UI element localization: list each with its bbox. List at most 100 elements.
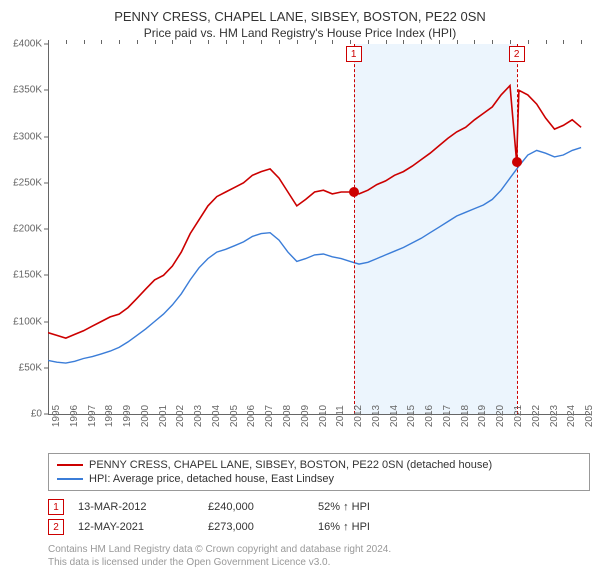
legend-row: HPI: Average price, detached house, East… [57,472,581,486]
x-tick-label: 2023 [549,405,560,427]
x-tick-mark [101,40,102,44]
x-tick-label: 2010 [318,405,329,427]
sales-date: 13-MAR-2012 [78,501,208,513]
x-tick-mark [368,40,369,44]
y-tick-mark [44,229,48,230]
y-tick-label: £350K [13,85,42,96]
x-tick-mark [492,40,493,44]
x-tick-label: 2008 [282,405,293,427]
x-tick-mark [403,40,404,44]
marker-line [517,44,518,414]
x-tick-mark [350,40,351,44]
x-tick-label: 2003 [193,405,204,427]
x-tick-mark [546,40,547,44]
x-tick-mark [386,40,387,44]
legend-label: PENNY CRESS, CHAPEL LANE, SIBSEY, BOSTON… [89,459,492,471]
y-tick-label: £50K [19,362,42,373]
x-tick-mark [421,40,422,44]
x-tick-mark [439,40,440,44]
footer-line-1: Contains HM Land Registry data © Crown c… [48,543,590,556]
footer-line-2: This data is licensed under the Open Gov… [48,556,590,569]
y-tick-mark [44,414,48,415]
line-svg [48,44,590,414]
marker-badge: 1 [346,46,362,62]
x-tick-mark [510,40,511,44]
y-tick-mark [44,90,48,91]
x-tick-label: 2019 [477,405,488,427]
x-tick-mark [155,40,156,44]
x-tick-mark [474,40,475,44]
sales-price: £273,000 [208,521,318,533]
sales-badge: 1 [48,499,64,515]
sales-price: £240,000 [208,501,318,513]
sales-table: 113-MAR-2012£240,00052% ↑ HPI212-MAY-202… [48,497,590,537]
y-tick-label: £200K [13,224,42,235]
x-tick-label: 2018 [460,405,471,427]
footer-text: Contains HM Land Registry data © Crown c… [48,543,590,569]
series-line [48,86,581,339]
legend-swatch [57,478,83,480]
legend-swatch [57,464,83,466]
y-tick-label: £300K [13,131,42,142]
x-tick-label: 1998 [104,405,115,427]
y-tick-mark [44,275,48,276]
x-tick-label: 1999 [122,405,133,427]
legend-row: PENNY CRESS, CHAPEL LANE, SIBSEY, BOSTON… [57,458,581,472]
x-tick-mark [297,40,298,44]
chart-title: PENNY CRESS, CHAPEL LANE, SIBSEY, BOSTON… [0,0,600,26]
x-tick-mark [243,40,244,44]
x-axis: 1995199619971998199920002001200220032004… [48,414,590,448]
legend-label: HPI: Average price, detached house, East… [89,473,334,485]
sale-point-marker [349,187,359,197]
x-tick-label: 1996 [69,405,80,427]
y-tick-mark [44,321,48,322]
y-tick-label: £0 [31,409,42,420]
chart-container: PENNY CRESS, CHAPEL LANE, SIBSEY, BOSTON… [0,0,600,560]
x-tick-mark [332,40,333,44]
x-tick-label: 2006 [246,405,257,427]
x-tick-label: 2002 [175,405,186,427]
x-tick-label: 2024 [566,405,577,427]
x-tick-mark [528,40,529,44]
x-tick-label: 2012 [353,405,364,427]
x-tick-mark [137,40,138,44]
y-tick-label: £100K [13,316,42,327]
x-tick-label: 2007 [264,405,275,427]
x-tick-mark [457,40,458,44]
x-tick-label: 2004 [211,405,222,427]
x-tick-label: 2025 [584,405,595,427]
x-tick-mark [226,40,227,44]
y-tick-label: £150K [13,270,42,281]
x-tick-mark [581,40,582,44]
x-tick-mark [261,40,262,44]
x-tick-mark [119,40,120,44]
x-tick-mark [279,40,280,44]
x-tick-label: 2014 [389,405,400,427]
x-tick-mark [563,40,564,44]
x-tick-mark [315,40,316,44]
sales-delta: 16% ↑ HPI [318,521,370,533]
sales-row: 113-MAR-2012£240,00052% ↑ HPI [48,497,590,517]
marker-line [354,44,355,414]
x-tick-label: 2000 [140,405,151,427]
x-tick-label: 2022 [531,405,542,427]
x-tick-label: 2009 [300,405,311,427]
x-tick-mark [66,40,67,44]
x-tick-label: 2015 [406,405,417,427]
sale-point-marker [512,157,522,167]
x-tick-mark [208,40,209,44]
y-tick-mark [44,367,48,368]
marker-badge: 2 [509,46,525,62]
x-tick-mark [84,40,85,44]
y-tick-mark [44,136,48,137]
x-tick-label: 2021 [513,405,524,427]
x-tick-label: 1997 [87,405,98,427]
sales-date: 12-MAY-2021 [78,521,208,533]
x-tick-label: 2013 [371,405,382,427]
sales-row: 2 12-MAY-2021£273,00016% ↑ HPI [48,517,590,537]
x-tick-label: 2020 [495,405,506,427]
x-tick-label: 1995 [51,405,62,427]
x-tick-label: 2005 [229,405,240,427]
sales-badge: 2 [48,519,64,535]
x-tick-mark [48,40,49,44]
